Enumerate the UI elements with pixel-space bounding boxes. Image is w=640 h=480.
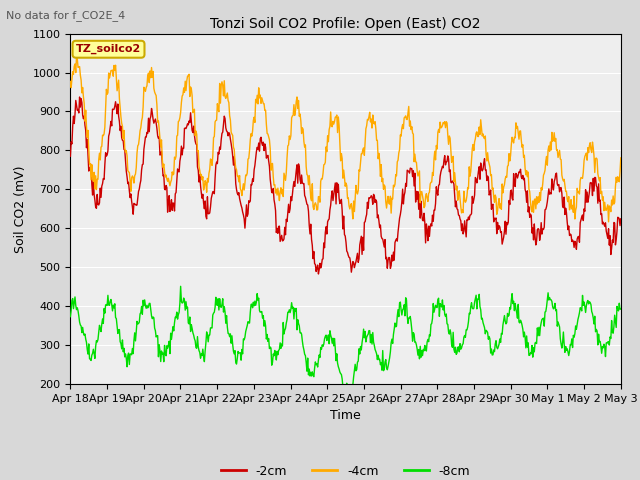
Legend: -2cm, -4cm, -8cm: -2cm, -4cm, -8cm (216, 460, 476, 480)
Text: No data for f_CO2E_4: No data for f_CO2E_4 (6, 10, 125, 21)
Text: TZ_soilco2: TZ_soilco2 (76, 44, 141, 54)
X-axis label: Time: Time (330, 409, 361, 422)
Title: Tonzi Soil CO2 Profile: Open (East) CO2: Tonzi Soil CO2 Profile: Open (East) CO2 (211, 17, 481, 31)
Y-axis label: Soil CO2 (mV): Soil CO2 (mV) (14, 165, 27, 252)
